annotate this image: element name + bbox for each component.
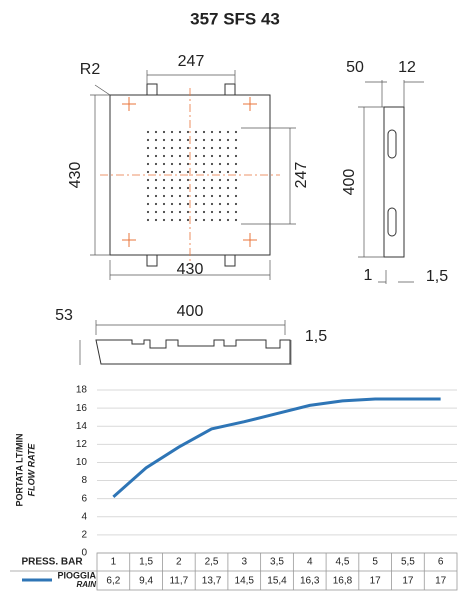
data-label: 17	[370, 576, 382, 587]
x-tick-label: 1,5	[139, 557, 153, 568]
dim-label: 1,5	[305, 328, 327, 345]
x-tick-label: 2,5	[205, 557, 219, 568]
dim-label: 400	[341, 169, 358, 196]
side-view-drawing: 50 12 400 1 1,5	[341, 59, 448, 285]
y-tick-label: 14	[76, 421, 88, 432]
y-tick-label: 2	[81, 530, 87, 541]
legend-label: PIOGGIA	[57, 570, 96, 580]
dim-label: R2	[80, 61, 101, 78]
x-tick-label: 1	[111, 557, 117, 568]
y-tick-label: 6	[81, 493, 87, 504]
table-border	[96, 552, 458, 591]
chart: PORTATA LT/MIN FLOW RATE PRESS. BAR PIOG…	[14, 434, 96, 590]
data-label: 9,4	[139, 576, 153, 587]
data-label: 15,4	[267, 576, 287, 587]
x-tick-label: 3,5	[270, 557, 284, 568]
x-axis-label: PRESS. BAR	[21, 557, 83, 568]
y-tick-label: 4	[81, 511, 87, 522]
data-label: 6,2	[106, 576, 120, 587]
dim-label: 430	[177, 261, 204, 278]
dim-label: 1	[364, 267, 373, 284]
dim-label: 1,5	[426, 268, 448, 285]
legend-label-alt: RAIN	[76, 580, 96, 589]
x-tick-label: 5,5	[401, 557, 415, 568]
x-tick-label: 5	[372, 557, 378, 568]
y-axis-label-alt: FLOW RATE	[26, 443, 36, 497]
dim-label: 50	[346, 59, 364, 76]
y-tick-label: 8	[81, 475, 87, 486]
x-tick-label: 3	[241, 557, 247, 568]
dim-label: 247	[178, 53, 205, 70]
y-tick-label: 0	[81, 548, 87, 559]
x-tick-label: 4,5	[336, 557, 350, 568]
data-label: 13,7	[202, 576, 222, 587]
y-tick-label: 18	[76, 385, 88, 396]
series-line	[112, 397, 441, 498]
x-tick-label: 2	[176, 557, 182, 568]
y-tick-label: 16	[76, 403, 88, 414]
data-label: 16,8	[333, 576, 353, 587]
top-view-drawing: R2 247 430 430 247	[67, 53, 310, 280]
y-axis-label: PORTATA LT/MIN	[14, 434, 24, 507]
dim-label: 53	[55, 307, 73, 324]
y-tick-label: 12	[76, 439, 88, 450]
data-label: 11,7	[169, 576, 188, 587]
data-label: 16,3	[300, 576, 320, 587]
data-label: 17	[435, 576, 447, 587]
front-view-drawing: 53 400 1,5	[55, 303, 327, 365]
data-label: 14,5	[235, 576, 255, 587]
dim-label: 400	[177, 303, 204, 320]
x-tick-label: 6	[438, 557, 444, 568]
data-label: 17	[402, 576, 414, 587]
title: 357 SFS 43	[190, 9, 280, 28]
x-tick-label: 4	[307, 557, 313, 568]
dim-label: 12	[398, 59, 416, 76]
dim-label: 430	[67, 162, 84, 189]
y-tick-label: 10	[76, 457, 88, 468]
dim-label: 247	[293, 162, 310, 189]
